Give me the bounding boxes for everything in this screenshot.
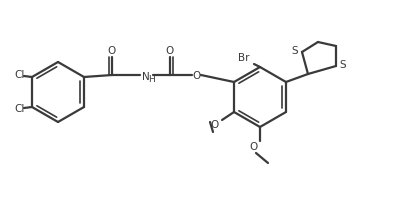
Text: O: O — [250, 142, 258, 152]
Text: N: N — [142, 72, 150, 82]
Text: Br: Br — [238, 53, 250, 63]
Text: Cl: Cl — [15, 104, 25, 114]
Text: Cl: Cl — [15, 70, 25, 80]
Text: O: O — [210, 120, 218, 130]
Text: O: O — [166, 46, 174, 56]
Text: S: S — [292, 46, 298, 56]
Text: O: O — [193, 71, 201, 81]
Text: H: H — [149, 74, 155, 84]
Text: S: S — [340, 60, 346, 70]
Text: O: O — [108, 46, 116, 56]
